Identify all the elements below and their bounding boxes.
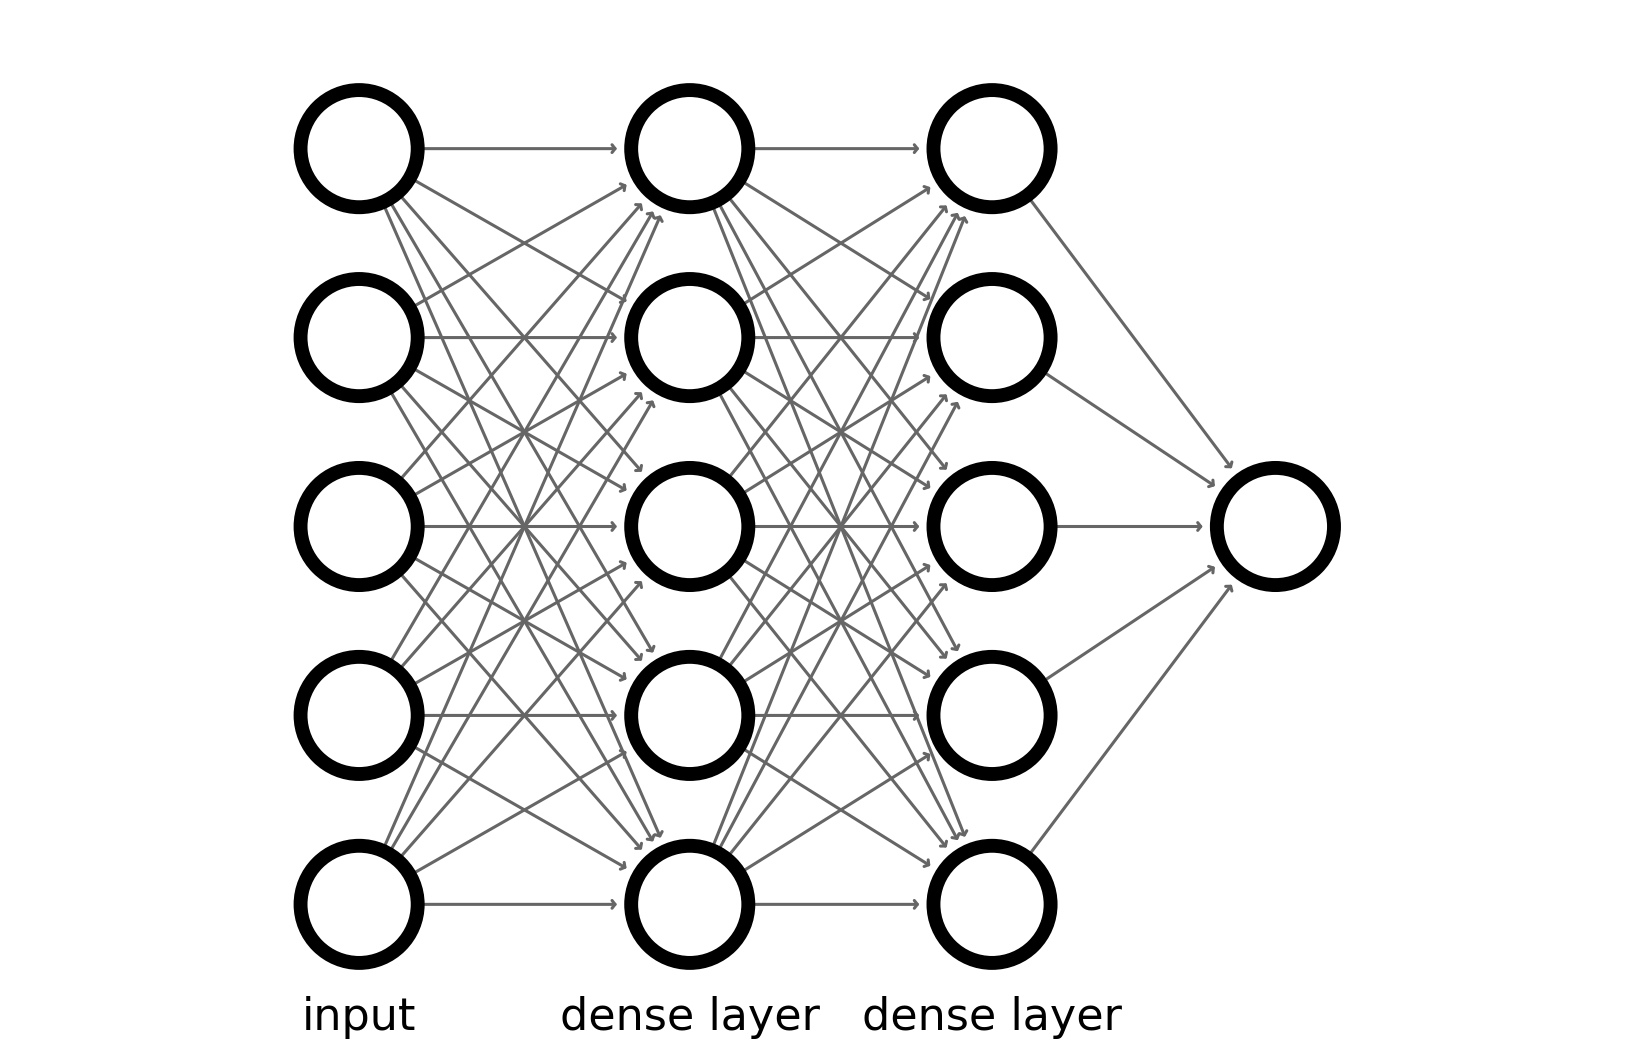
Circle shape bbox=[301, 468, 418, 585]
Text: input: input bbox=[302, 996, 416, 1039]
Circle shape bbox=[631, 657, 748, 774]
Circle shape bbox=[1217, 468, 1333, 585]
Circle shape bbox=[934, 657, 1051, 774]
Circle shape bbox=[301, 279, 418, 396]
Text: dense layer: dense layer bbox=[861, 996, 1123, 1039]
Circle shape bbox=[301, 91, 418, 207]
Circle shape bbox=[934, 91, 1051, 207]
Circle shape bbox=[631, 846, 748, 962]
Circle shape bbox=[301, 657, 418, 774]
Circle shape bbox=[301, 846, 418, 962]
Text: dense layer: dense layer bbox=[559, 996, 820, 1039]
Circle shape bbox=[934, 279, 1051, 396]
Circle shape bbox=[631, 91, 748, 207]
Circle shape bbox=[631, 279, 748, 396]
Circle shape bbox=[934, 468, 1051, 585]
Circle shape bbox=[934, 846, 1051, 962]
Circle shape bbox=[631, 468, 748, 585]
